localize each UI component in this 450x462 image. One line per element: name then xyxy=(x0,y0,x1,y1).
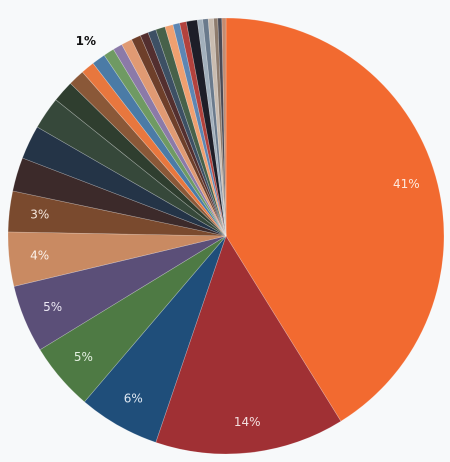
slice-label-4: 5% xyxy=(74,350,93,364)
pie-labels: 41% 14% 6% 5% 5% 4% 3% 1% xyxy=(30,34,420,429)
pie-slice-1 xyxy=(225,17,445,422)
pie-slice-12 xyxy=(69,71,227,237)
pie-slice-28 xyxy=(207,18,227,237)
pie-slice-25 xyxy=(185,19,227,237)
pie-slice-27 xyxy=(202,18,227,237)
pie-slice-14 xyxy=(92,54,227,237)
pie-slice-9 xyxy=(22,126,227,237)
pie-slice-20 xyxy=(147,29,227,237)
pie-slice-5 xyxy=(13,235,227,351)
pie-slice-24 xyxy=(179,21,227,237)
pie-slice-21 xyxy=(155,26,227,237)
slice-label-14: 1% xyxy=(76,34,96,48)
slice-label-3: 6% xyxy=(124,391,143,405)
pie-slice-31 xyxy=(221,17,227,237)
pie-slice-6 xyxy=(7,231,227,287)
pie-slice-15 xyxy=(103,48,227,237)
pie-slice-26 xyxy=(196,18,227,237)
pie-slice-16 xyxy=(113,44,227,237)
slice-label-6: 4% xyxy=(30,249,49,263)
slice-label-7: 3% xyxy=(30,207,49,221)
pie-slice-11 xyxy=(55,82,227,237)
pie-slice-18 xyxy=(131,35,227,237)
pie-slice-17 xyxy=(121,39,227,237)
pie-slice-30 xyxy=(217,17,227,237)
pie-slice-10 xyxy=(36,99,227,237)
slice-label-2: 14% xyxy=(234,415,261,429)
pie-slice-19 xyxy=(139,32,227,237)
pie-slice-29 xyxy=(213,17,227,237)
pie-slice-23 xyxy=(172,22,227,237)
pie-slice-2 xyxy=(155,235,342,455)
slice-label-5: 5% xyxy=(43,300,62,314)
pie-slices xyxy=(7,17,445,455)
slice-label-1: 41% xyxy=(393,177,420,191)
pie-slice-13 xyxy=(81,62,227,237)
pie-slice-4 xyxy=(39,235,227,403)
pie-slice-8 xyxy=(12,157,227,237)
pie-slice-22 xyxy=(164,24,227,237)
pie-slice-3 xyxy=(84,235,227,443)
pie-slice-7 xyxy=(7,190,227,237)
